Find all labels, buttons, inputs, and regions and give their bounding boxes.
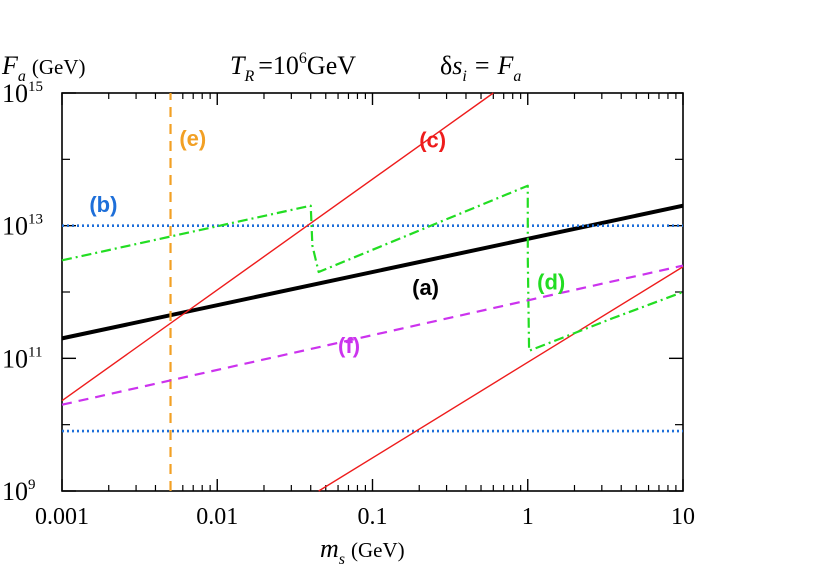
y-axis-label-symbol: F	[1, 51, 19, 80]
y-axis-label: Fa (GeV)	[1, 51, 86, 85]
x-tick-label: 0.1	[358, 504, 388, 530]
series-line-c	[61, 92, 494, 402]
y-axis-label-unit: (GeV)	[32, 55, 86, 79]
x-tick-labels: 0.001 0.01 0.1 1 10	[35, 504, 695, 530]
chart-title-left: TR =106GeV	[230, 50, 356, 85]
annotation-c: (c)	[419, 128, 446, 153]
x-tick-label: 1	[522, 504, 534, 530]
series-layer	[61, 92, 684, 492]
y-tick-labels: 109 1011 1013 1015	[2, 79, 43, 506]
annotation-f: (f)	[338, 333, 360, 358]
annotation-b: (b)	[89, 192, 117, 217]
annotation-e: (e)	[179, 126, 206, 151]
y-axis-label-sub: a	[18, 68, 26, 85]
major-ticks	[61, 92, 684, 492]
series-line-d	[61, 184, 684, 352]
series-line-f	[61, 264, 684, 406]
x-axis-label: ms (GeV)	[320, 534, 405, 568]
y-tick-label: 1011	[2, 344, 42, 373]
x-tick-label: 0.01	[196, 504, 238, 530]
x-tick-label: 0.001	[35, 504, 89, 530]
y-tick-label: 1015	[2, 79, 43, 108]
x-tick-label: 10	[671, 504, 695, 530]
minor-ticks	[62, 93, 683, 491]
series-line-c-lower	[318, 266, 684, 492]
chart-title-right: δsi = Fa	[440, 51, 521, 85]
annotations: (a) (b) (c) (d) (e) (f)	[89, 126, 565, 358]
y-tick-label: 109	[2, 477, 36, 506]
annotation-d: (d)	[537, 269, 565, 294]
annotation-a: (a)	[412, 275, 439, 300]
y-tick-label: 1013	[2, 212, 43, 241]
series-line-a	[61, 203, 684, 341]
